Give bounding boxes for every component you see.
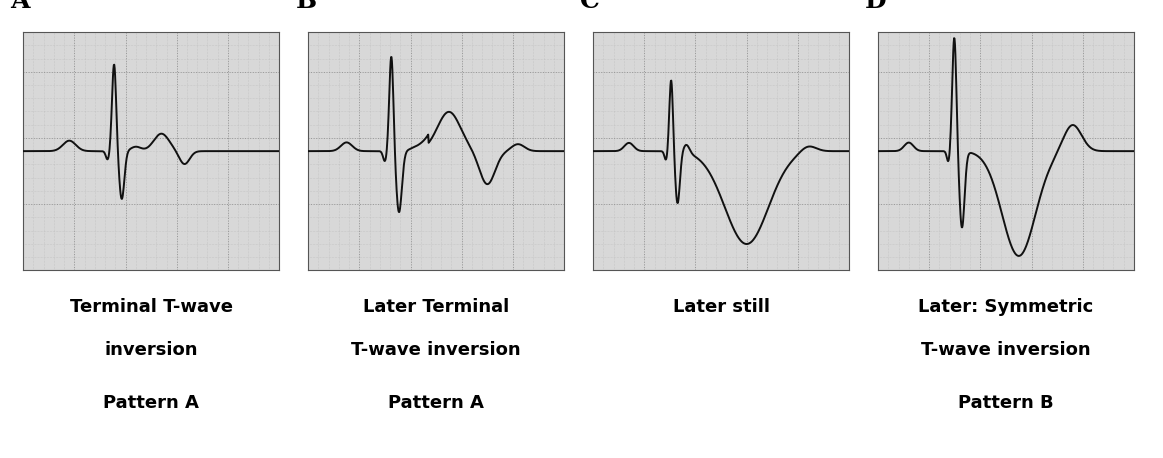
Text: D: D bbox=[865, 0, 887, 13]
Text: T-wave inversion: T-wave inversion bbox=[921, 341, 1091, 359]
Text: Pattern B: Pattern B bbox=[958, 394, 1054, 412]
Text: inversion: inversion bbox=[105, 341, 198, 359]
Text: T-wave inversion: T-wave inversion bbox=[351, 341, 521, 359]
Text: Later: Symmetric: Later: Symmetric bbox=[919, 298, 1093, 316]
Text: Later Terminal: Later Terminal bbox=[363, 298, 509, 316]
Text: Later still: Later still bbox=[672, 298, 770, 316]
Text: C: C bbox=[580, 0, 600, 13]
Text: A: A bbox=[10, 0, 30, 13]
Text: Pattern A: Pattern A bbox=[388, 394, 484, 412]
Text: Pattern A: Pattern A bbox=[104, 394, 199, 412]
Text: Terminal T-wave: Terminal T-wave bbox=[70, 298, 233, 316]
Text: B: B bbox=[295, 0, 316, 13]
